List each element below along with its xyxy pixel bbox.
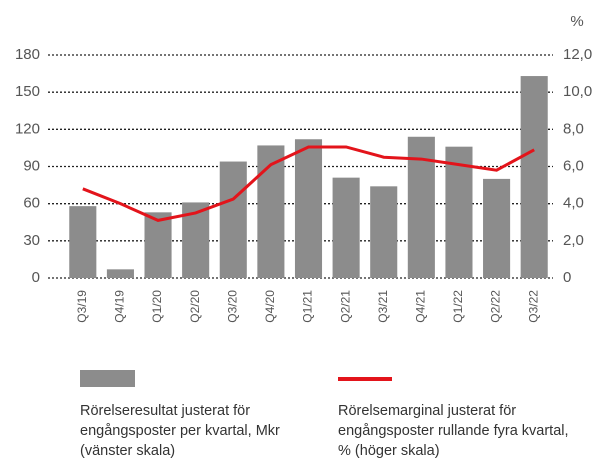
legend-label: Rörelseresultat justerat för engångspost…	[80, 403, 280, 459]
y-tick-label: 150	[15, 83, 40, 100]
y-tick-label: 0	[32, 269, 40, 286]
bar	[106, 269, 134, 278]
y2-tick-label: 10,0	[563, 83, 592, 100]
y2-tick-label: 12,0	[563, 46, 592, 63]
bar	[144, 212, 172, 278]
bar	[69, 206, 97, 278]
y-tick-label: 90	[23, 157, 40, 174]
x-tick-label: Q2/22	[489, 290, 503, 323]
bar	[445, 146, 473, 278]
y-tick-label: 30	[23, 232, 40, 249]
bar	[257, 145, 285, 278]
x-tick-label: Q4/21	[414, 290, 428, 323]
y2-tick-label: 4,0	[563, 195, 584, 212]
bar	[483, 178, 511, 278]
bar	[332, 177, 360, 278]
y2-tick-label: 6,0	[563, 157, 584, 174]
line	[82, 145, 535, 222]
x-tick-label: Q3/21	[376, 290, 390, 323]
y2-axis-label: %	[570, 13, 583, 30]
x-tick-label: Q2/21	[338, 290, 352, 323]
y-tick-label: 180	[15, 46, 40, 63]
bar	[520, 76, 548, 278]
bar	[219, 161, 247, 278]
y2-tick-label: 8,0	[563, 120, 584, 137]
legend-swatch	[338, 377, 392, 381]
x-tick-label: Q4/20	[263, 290, 277, 323]
bar	[294, 139, 323, 278]
y-tick-label: 120	[15, 120, 40, 137]
x-tick-label: Q3/22	[526, 290, 540, 323]
legend-swatch	[80, 370, 135, 387]
x-tick-label: Q1/20	[150, 290, 164, 323]
y-tick-label: 60	[23, 195, 40, 212]
x-tick-label: Q3/20	[225, 290, 239, 323]
chart: % 0 30 60 90 120 150 180 0 2,0 4,0 6,0 8,0 10,0 12,0 Q…	[15, 13, 592, 323]
x-tick-label: Q3/19	[75, 290, 89, 323]
y2-tick-label: 2,0	[563, 232, 584, 249]
bar	[370, 186, 398, 278]
legend-label: Rörelsemarginal justerat för engångspost…	[338, 403, 569, 459]
x-tick-label: Q1/22	[451, 290, 465, 323]
x-tick-label: Q2/20	[188, 290, 202, 323]
y2-tick-label: 0	[563, 269, 571, 286]
x-tick-label: Q1/21	[301, 290, 315, 323]
x-tick-label: Q4/19	[113, 290, 127, 323]
